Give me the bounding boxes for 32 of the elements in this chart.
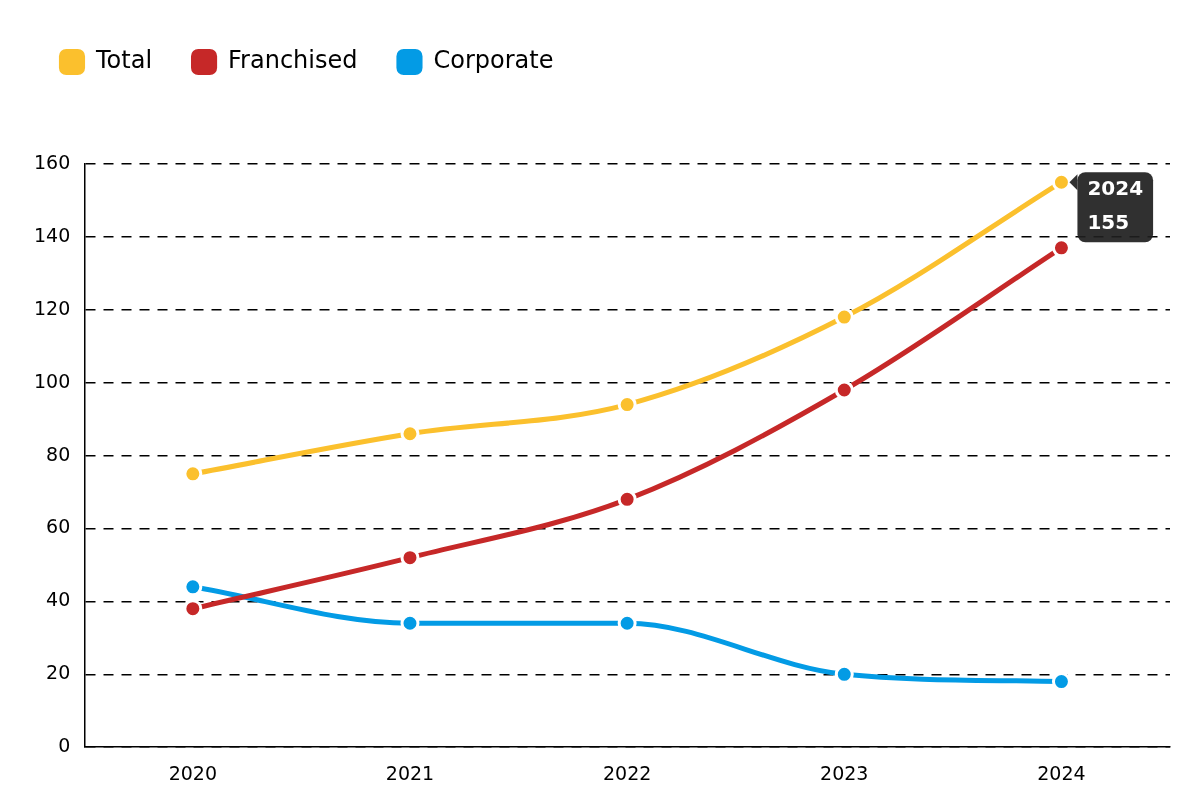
point (400, 613, 420, 633)
y-tick-label: 20 (46, 661, 71, 684)
y-tick-label: 100 (34, 369, 71, 392)
point (400, 424, 420, 444)
point (400, 548, 420, 568)
x-tick-label: 2022 (602, 761, 652, 784)
y-tick-label: 140 (34, 223, 71, 246)
point (834, 380, 854, 400)
point (834, 307, 854, 327)
point (183, 464, 203, 484)
legend-label: Corporate (433, 46, 554, 75)
point (183, 599, 203, 619)
y-tick-label: 120 (34, 296, 71, 319)
y-tick-label: 160 (34, 150, 71, 173)
x-tick-label: 2021 (385, 761, 435, 784)
legend-label: Total (95, 46, 153, 75)
point (617, 613, 637, 633)
annotation: 2024 (1087, 176, 1144, 201)
x-tick-label: 2023 (820, 761, 869, 784)
x-tick-label: 2020 (168, 761, 218, 784)
point (183, 577, 203, 597)
y-tick-label: 0 (58, 734, 71, 757)
y-tick-label: 60 (46, 515, 71, 538)
x-tick-label: 2024 (1037, 761, 1086, 784)
data-label: 155 (1087, 210, 1130, 235)
point (834, 664, 854, 684)
point (1051, 238, 1071, 258)
y-tick-label: 80 (46, 442, 71, 465)
legend-label: Franchised (228, 46, 358, 75)
y-tick-label: 40 (46, 588, 71, 611)
point (1051, 172, 1071, 192)
point (617, 489, 637, 509)
